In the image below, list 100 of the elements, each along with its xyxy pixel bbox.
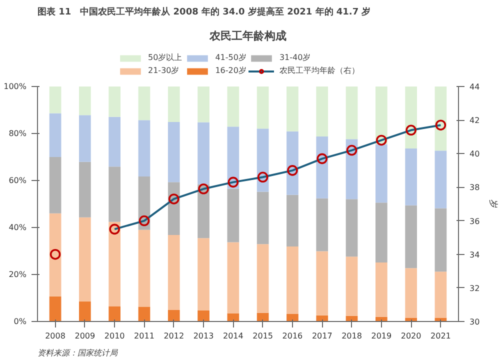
bar [49, 86, 62, 114]
legend-label: 16-20岁 [215, 65, 246, 76]
bar [198, 238, 210, 310]
y2-tick-label: 40 [470, 150, 480, 159]
bar [227, 242, 240, 314]
x-tick-label: 2011 [134, 332, 154, 340]
bar [405, 86, 417, 149]
bar [79, 115, 91, 162]
bar [79, 162, 91, 218]
bar [256, 312, 269, 322]
x-tick-label: 2008 [45, 332, 66, 340]
bar [108, 222, 121, 306]
y2-tick-label: 42 [470, 116, 480, 126]
y2-tick-label: 32 [470, 284, 480, 293]
x-tick-label: 2014 [222, 332, 244, 340]
bar [286, 246, 298, 314]
point [435, 120, 446, 130]
point [228, 176, 239, 188]
bar [286, 194, 298, 247]
y-tick-label: 60% [8, 176, 27, 185]
bar [198, 122, 210, 184]
y2-tick-label: 36 [470, 216, 480, 226]
bar [316, 198, 328, 252]
bar [286, 86, 298, 132]
bar [168, 86, 180, 122]
bar [138, 86, 150, 120]
bar [198, 184, 210, 238]
bar [198, 86, 210, 122]
x-tick-label: 2010 [104, 332, 125, 340]
x-tick-label: 2018 [342, 332, 362, 340]
x-tick-label: 2021 [430, 332, 451, 340]
bar [405, 318, 417, 322]
bar [405, 148, 417, 206]
bar [434, 150, 447, 208]
bar [138, 120, 150, 177]
bar [346, 86, 358, 140]
bar [434, 272, 447, 318]
bar [316, 86, 328, 137]
bar [375, 202, 388, 263]
y2-tick-label: 44 [470, 82, 480, 92]
y-tick-label: 40% [8, 223, 27, 232]
point [138, 215, 150, 226]
bar [434, 86, 447, 151]
bar [227, 313, 240, 322]
bar [227, 126, 240, 189]
bar [108, 166, 121, 222]
legend-label: 31-40岁 [279, 52, 311, 63]
bar [286, 131, 298, 195]
bar [168, 122, 180, 182]
bar [49, 213, 62, 296]
point [50, 248, 61, 260]
y-tick-label: 100% [4, 82, 27, 91]
point [406, 124, 416, 136]
bar [49, 157, 62, 214]
point [346, 144, 358, 156]
legend-label: 农民工平均年龄（右） [279, 65, 360, 76]
point [316, 153, 328, 164]
bar [346, 256, 358, 316]
bar [138, 306, 150, 322]
bar [256, 86, 269, 129]
bar [198, 310, 210, 322]
y-tick-label: 20% [8, 270, 27, 279]
bar [316, 136, 328, 198]
bar [256, 192, 269, 244]
bar [79, 302, 91, 322]
chart-title: 图表 11 中国农民工平均年龄从 2008 年的 34.0 岁提高至 2021 年的 41.7 岁 [38, 6, 371, 18]
x-tick-label: 2013 [193, 332, 214, 340]
bar [375, 144, 388, 203]
bar [316, 251, 328, 316]
y-tick-label: 80% [8, 129, 27, 138]
y2-tick-label: 34 [470, 250, 480, 260]
bar [168, 235, 180, 310]
x-tick-label: 2016 [282, 332, 303, 340]
bar [138, 230, 150, 307]
chart-subtitle: 农民工年龄构成 [208, 30, 286, 42]
point [376, 134, 387, 146]
bar [108, 86, 121, 117]
bar [375, 86, 388, 144]
bar [405, 268, 417, 318]
text: 资料来源：国家统计局 [38, 348, 118, 358]
bar [168, 310, 180, 322]
x-tick-label: 2017 [312, 332, 332, 340]
y2-tick-label: 38 [470, 183, 480, 192]
point [287, 165, 298, 176]
bar [256, 244, 269, 313]
x-tick-label: 2012 [164, 332, 184, 340]
y2-axis-title: 岁 [488, 200, 499, 208]
bar [375, 262, 388, 317]
bar [346, 139, 358, 200]
bar [346, 199, 358, 257]
legend-label: 50岁以上 [148, 52, 182, 63]
bar [49, 113, 62, 157]
bar [405, 205, 417, 268]
x-tick-label: 2015 [252, 332, 274, 340]
bar [227, 188, 240, 242]
bar [108, 116, 121, 167]
x-tick-label: 2020 [400, 332, 422, 340]
point [257, 172, 268, 183]
y2-tick-label: 30 [470, 318, 480, 326]
legend-label: 21-30岁 [148, 65, 180, 76]
